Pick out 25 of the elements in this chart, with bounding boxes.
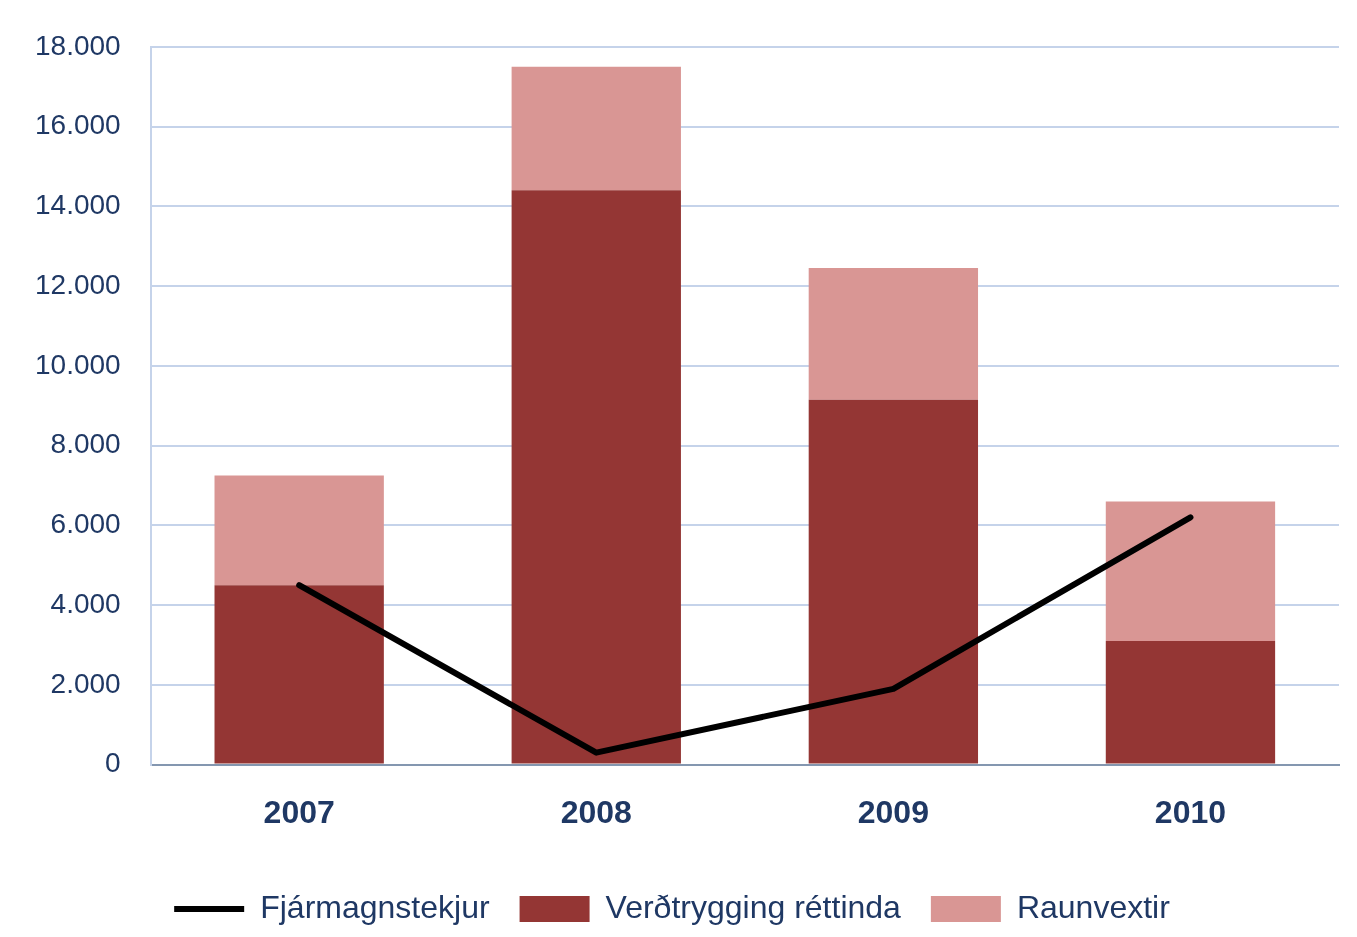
x-tick-label: 2010 (1154, 793, 1227, 830)
bar (808, 268, 979, 400)
bar (1105, 501, 1276, 641)
legend-label: Raunvextir (1016, 888, 1171, 925)
y-tick-label: 14.000 (35, 189, 121, 221)
y-tick-label: 16.000 (35, 109, 121, 141)
y-tick-label: 10.000 (35, 348, 121, 380)
y-tick-label: 8.000 (50, 428, 121, 460)
bar (511, 66, 681, 191)
bar (808, 399, 979, 764)
y-tick-label: 6.000 (50, 508, 121, 540)
y-tick-label: 2.000 (50, 667, 121, 699)
y-tick-label: 0 (105, 747, 121, 779)
x-tick-label: 2009 (857, 793, 929, 830)
y-tick-label: 4.000 (50, 587, 121, 619)
bar (511, 190, 681, 764)
y-tick-label: 12.000 (35, 268, 121, 300)
x-tick-label: 2007 (263, 793, 335, 830)
bar (1105, 640, 1276, 764)
y-tick-label: 18.000 (35, 29, 121, 61)
legend-label: Fjármagnstekjur (260, 888, 490, 925)
bar (214, 585, 384, 764)
x-tick-label: 2008 (560, 793, 632, 830)
legend-label: Verðtrygging réttinda (605, 888, 902, 925)
bar (214, 475, 384, 586)
